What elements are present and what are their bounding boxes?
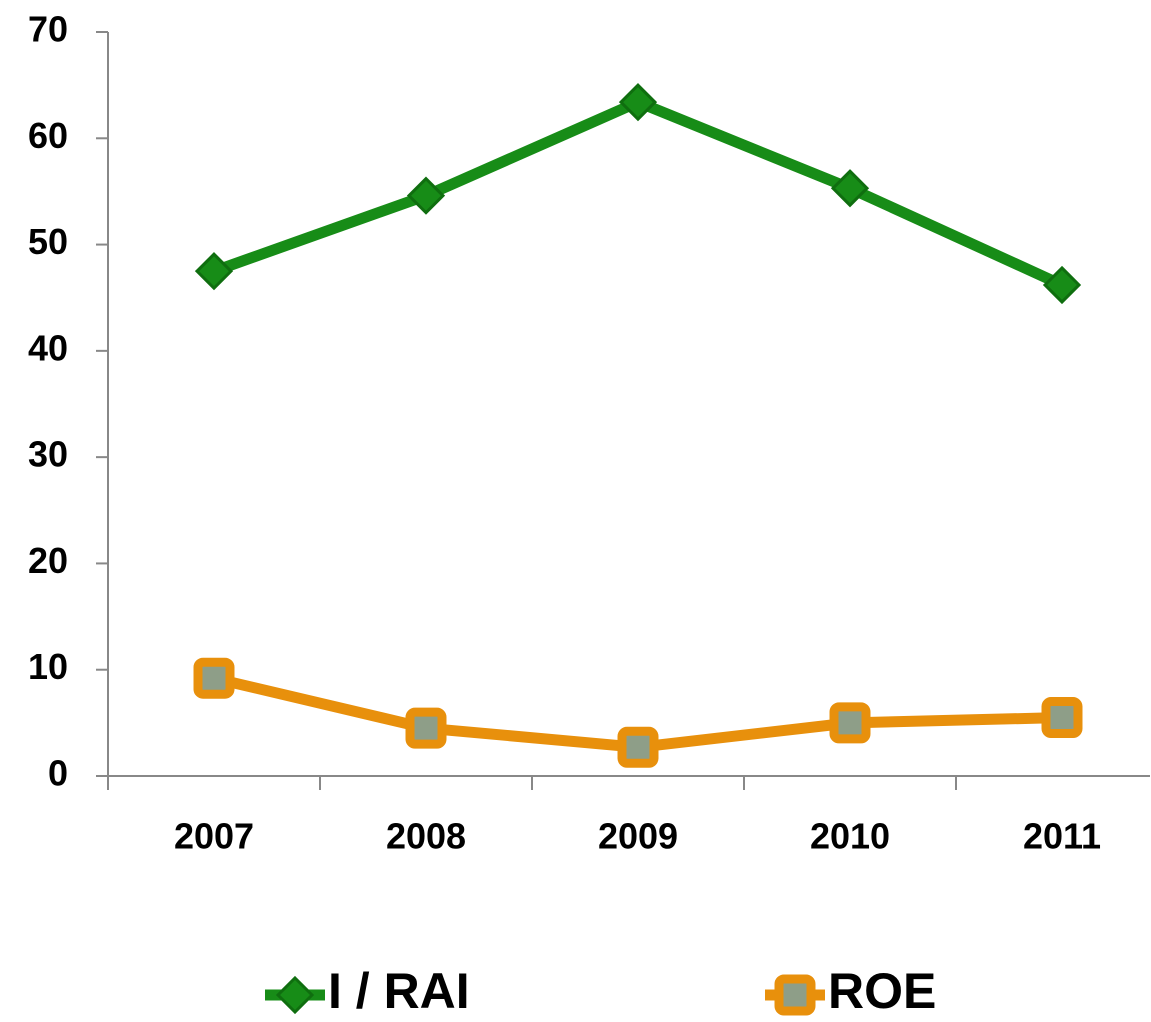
marker bbox=[830, 169, 870, 208]
y-tick-label: 20 bbox=[28, 540, 68, 581]
y-tick-label: 60 bbox=[28, 115, 68, 156]
marker bbox=[194, 252, 234, 291]
marker bbox=[774, 974, 816, 1016]
marker bbox=[1041, 697, 1083, 739]
marker bbox=[193, 657, 235, 699]
legend-label: I / RAI bbox=[328, 963, 470, 1019]
x-tick-label: 2010 bbox=[810, 816, 890, 857]
series bbox=[194, 83, 1082, 305]
legend-item: I / RAI bbox=[265, 963, 470, 1019]
marker bbox=[406, 176, 446, 215]
y-tick-label: 0 bbox=[48, 753, 68, 794]
y-tick-label: 30 bbox=[28, 434, 68, 475]
marker bbox=[618, 83, 658, 122]
legend-item: ROE bbox=[765, 963, 936, 1019]
x-tick-label: 2009 bbox=[598, 816, 678, 857]
marker bbox=[617, 726, 659, 768]
y-tick-label: 70 bbox=[28, 9, 68, 50]
marker bbox=[1042, 265, 1082, 305]
legend-label: ROE bbox=[828, 963, 936, 1019]
x-tick-label: 2011 bbox=[1023, 816, 1101, 857]
marker bbox=[405, 707, 447, 749]
marker bbox=[829, 702, 871, 744]
x-tick-label: 2007 bbox=[174, 816, 254, 857]
y-tick-label: 40 bbox=[28, 327, 68, 368]
series-line bbox=[212, 96, 1065, 290]
series bbox=[193, 657, 1083, 768]
x-tick-label: 2008 bbox=[386, 816, 466, 857]
y-tick-label: 50 bbox=[28, 221, 68, 262]
y-tick-label: 10 bbox=[28, 646, 68, 687]
marker bbox=[275, 975, 315, 1015]
